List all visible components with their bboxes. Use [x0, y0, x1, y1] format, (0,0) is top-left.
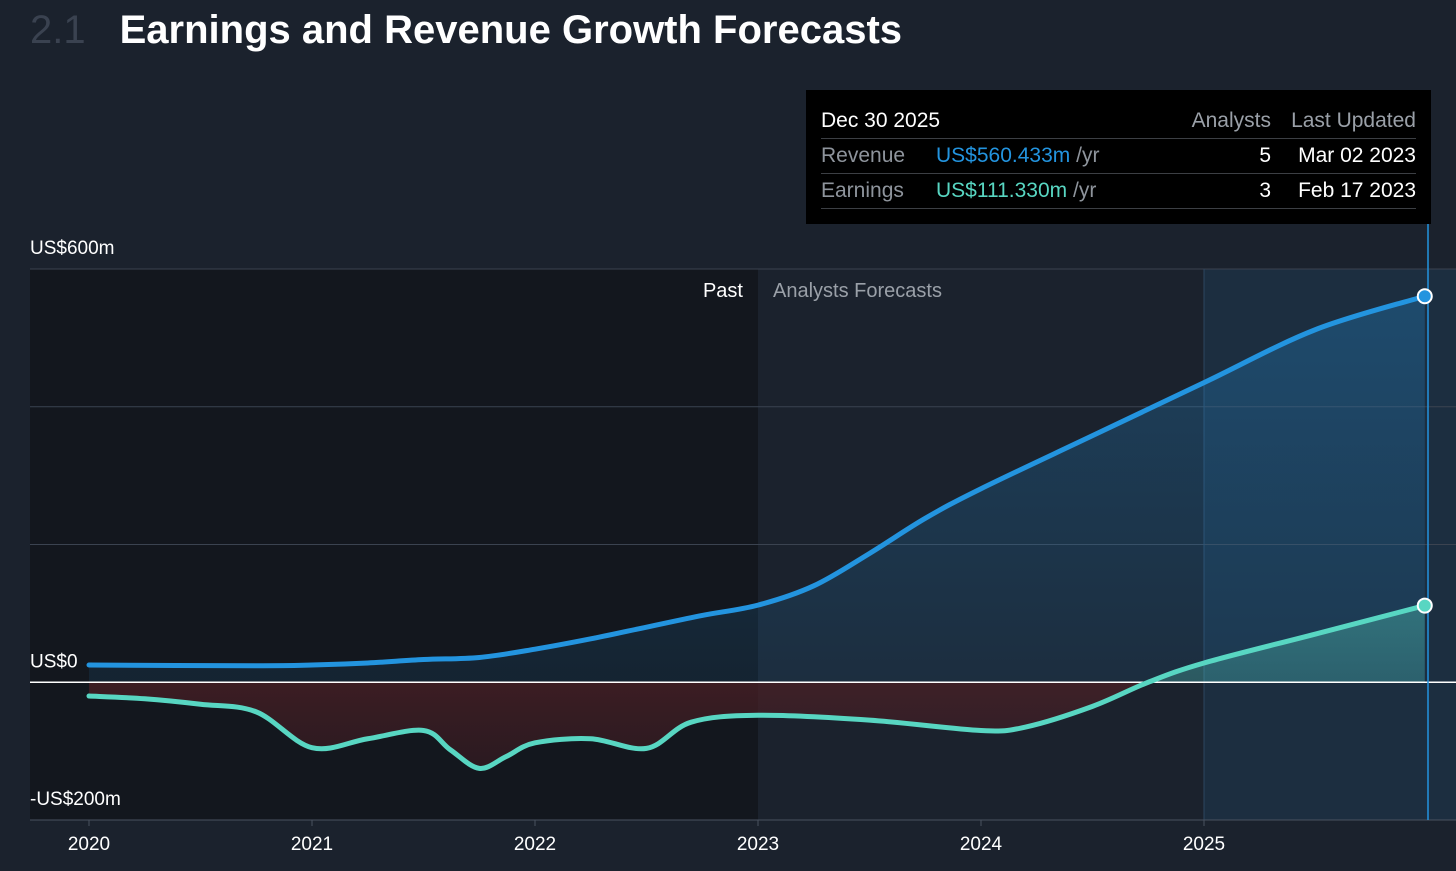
- data-tooltip: Dec 30 2025 Analysts Last Updated Revenu…: [806, 90, 1431, 224]
- x-tick-label: 2021: [291, 834, 333, 855]
- tooltip-earnings-value: US$111.330m: [936, 179, 1068, 202]
- section-number: 2.1: [30, 8, 86, 52]
- tooltip-earnings-row: Earnings US$111.330m /yr 3 Feb 17 2023: [821, 174, 1416, 209]
- tooltip-earnings-analysts: 3: [1259, 179, 1271, 202]
- x-tick-label: 2025: [1183, 834, 1225, 855]
- earnings-end-point[interactable]: [1416, 597, 1433, 614]
- forecast-region-label: Analysts Forecasts: [773, 280, 942, 302]
- tooltip-revenue-value: US$560.433m: [936, 144, 1071, 167]
- earnings-line[interactable]: [86, 603, 1428, 771]
- tooltip-header-row: Dec 30 2025 Analysts Last Updated: [821, 104, 1416, 139]
- y-tick-label: US$0: [30, 651, 78, 672]
- tooltip-unit: /yr: [1076, 144, 1100, 167]
- tooltip-unit: /yr: [1072, 179, 1097, 202]
- tooltip-revenue-row: Revenue US$560.433m /yr 5 Mar 02 2023: [821, 139, 1416, 174]
- x-tick-label: 2020: [68, 834, 110, 855]
- tooltip-revenue-analysts: 5: [1259, 144, 1271, 167]
- y-tick-label: US$600m: [30, 238, 115, 259]
- revenue-end-point[interactable]: [1416, 288, 1433, 305]
- tooltip-col-last-updated: Last Updated: [1291, 109, 1416, 132]
- past-region-label: Past: [703, 280, 743, 302]
- tooltip-date: Dec 30 2025: [821, 109, 941, 132]
- revenue-line[interactable]: [86, 293, 1428, 669]
- revenue-area: [89, 296, 1425, 683]
- x-tick-label: 2023: [737, 834, 779, 855]
- tooltip-row-label: Revenue: [821, 144, 906, 167]
- x-tick-label: 2024: [960, 834, 1003, 855]
- x-tick-label: 2022: [514, 834, 556, 855]
- tooltip-col-analysts: Analysts: [1191, 109, 1271, 132]
- earnings-positive-area: [89, 605, 1425, 683]
- page-title: Earnings and Revenue Growth Forecasts: [119, 8, 903, 52]
- y-tick-label: -US$200m: [30, 789, 121, 810]
- tooltip-revenue-updated: Mar 02 2023: [1298, 144, 1416, 167]
- earnings-negative-area: [89, 682, 1425, 769]
- tooltip-earnings-updated: Feb 17 2023: [1298, 179, 1416, 202]
- tooltip-row-label: Earnings: [821, 179, 904, 202]
- page-header: 2.1 Earnings and Revenue Growth Forecast…: [30, 8, 902, 58]
